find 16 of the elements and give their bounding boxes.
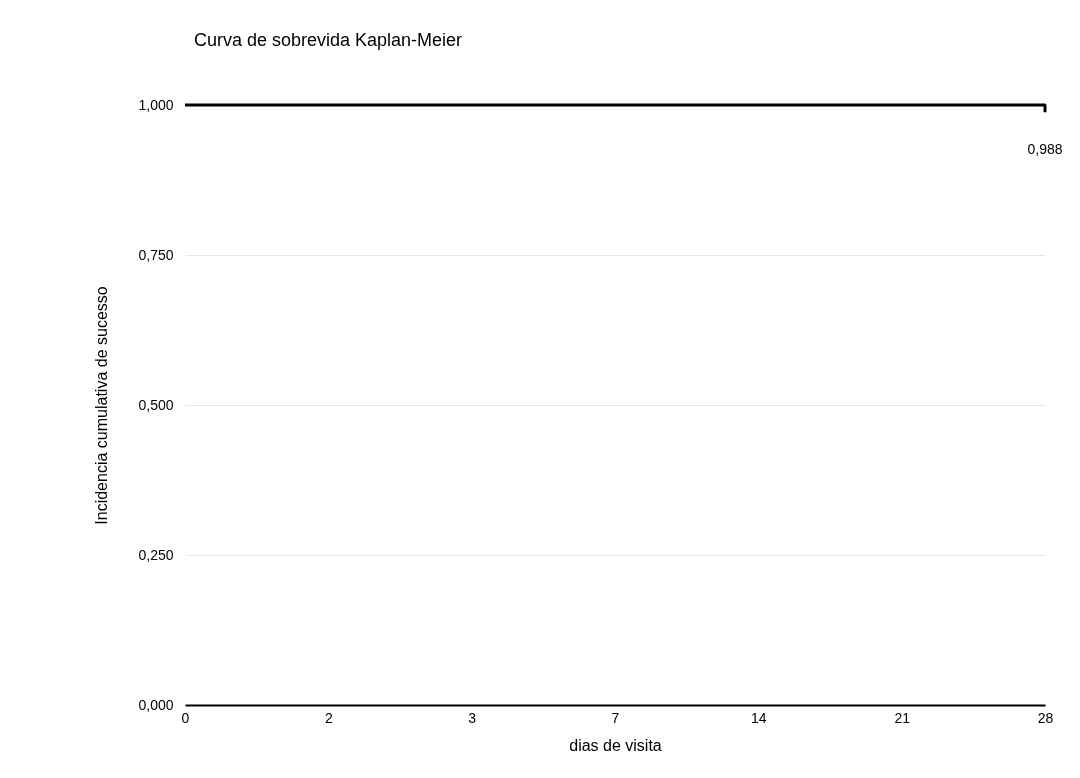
data-label: 0,988 [1027,141,1063,158]
x-tick-label: 14 [751,709,767,726]
y-tick-label: 0,000 [138,696,174,713]
x-tick-label: 2 [324,709,333,726]
x-tick-label: 3 [468,709,477,726]
y-tick-label: 0,500 [138,396,174,413]
y-tick-label: 0,750 [138,246,174,263]
x-tick-label: 28 [1037,709,1054,726]
y-tick-label: 1,000 [138,96,174,113]
chart-title: Curva de sobrevida Kaplan-Meier [193,30,463,50]
y-axis-title: Incidencia cumulativa de sucesso [93,286,111,525]
x-tick-label: 0 [181,709,190,726]
x-axis-title: dias de visita [569,736,662,754]
x-tick-label: 7 [611,709,620,726]
y-tick-label: 0,250 [138,546,174,563]
x-tick-label: 21 [894,709,911,726]
